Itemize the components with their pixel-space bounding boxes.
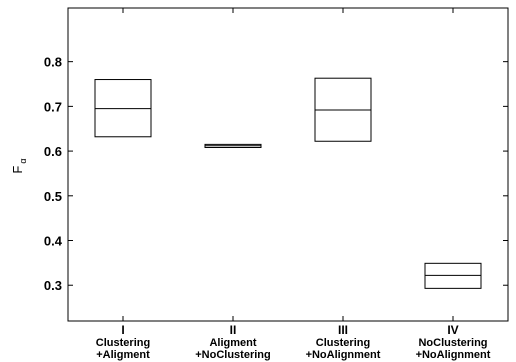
plot-area [67, 7, 509, 322]
x-category-line1: NoClustering [418, 337, 487, 349]
y-axis-label-subscript: α [18, 158, 28, 163]
x-category-line2: +Aligment [96, 349, 150, 361]
x-category-numeral: III [338, 323, 348, 337]
x-category-numeral: IV [447, 323, 458, 337]
y-tick-label: 0.4 [44, 234, 63, 249]
x-category-line2: +NoAlignment [306, 349, 381, 361]
y-tick-label: 0.6 [44, 144, 62, 159]
y-tick-label: 0.7 [44, 99, 62, 114]
y-tick-label: 0.8 [44, 55, 62, 70]
y-axis-label-main: F [10, 166, 25, 174]
y-axis-label: Fα [10, 158, 28, 173]
boxes [94, 77, 482, 289]
x-category-line2: +NoAlignment [416, 349, 491, 361]
x-category-numeral: I [121, 323, 124, 337]
x-category-line1: Aligment [209, 337, 256, 349]
y-tick-label: 0.5 [44, 189, 62, 204]
x-category-line2: +NoClustering [195, 349, 270, 361]
x-axis: IClustering+AligmentIIAligment+NoCluster… [96, 8, 491, 361]
y-axis: 0.3 0.4 0.5 0.6 0.7 0.8 [44, 55, 508, 293]
x-category-numeral: II [230, 323, 237, 337]
x-category-line1: Clustering [96, 337, 150, 349]
y-tick-label: 0.3 [44, 278, 62, 293]
x-category-line1: Clustering [316, 337, 370, 349]
